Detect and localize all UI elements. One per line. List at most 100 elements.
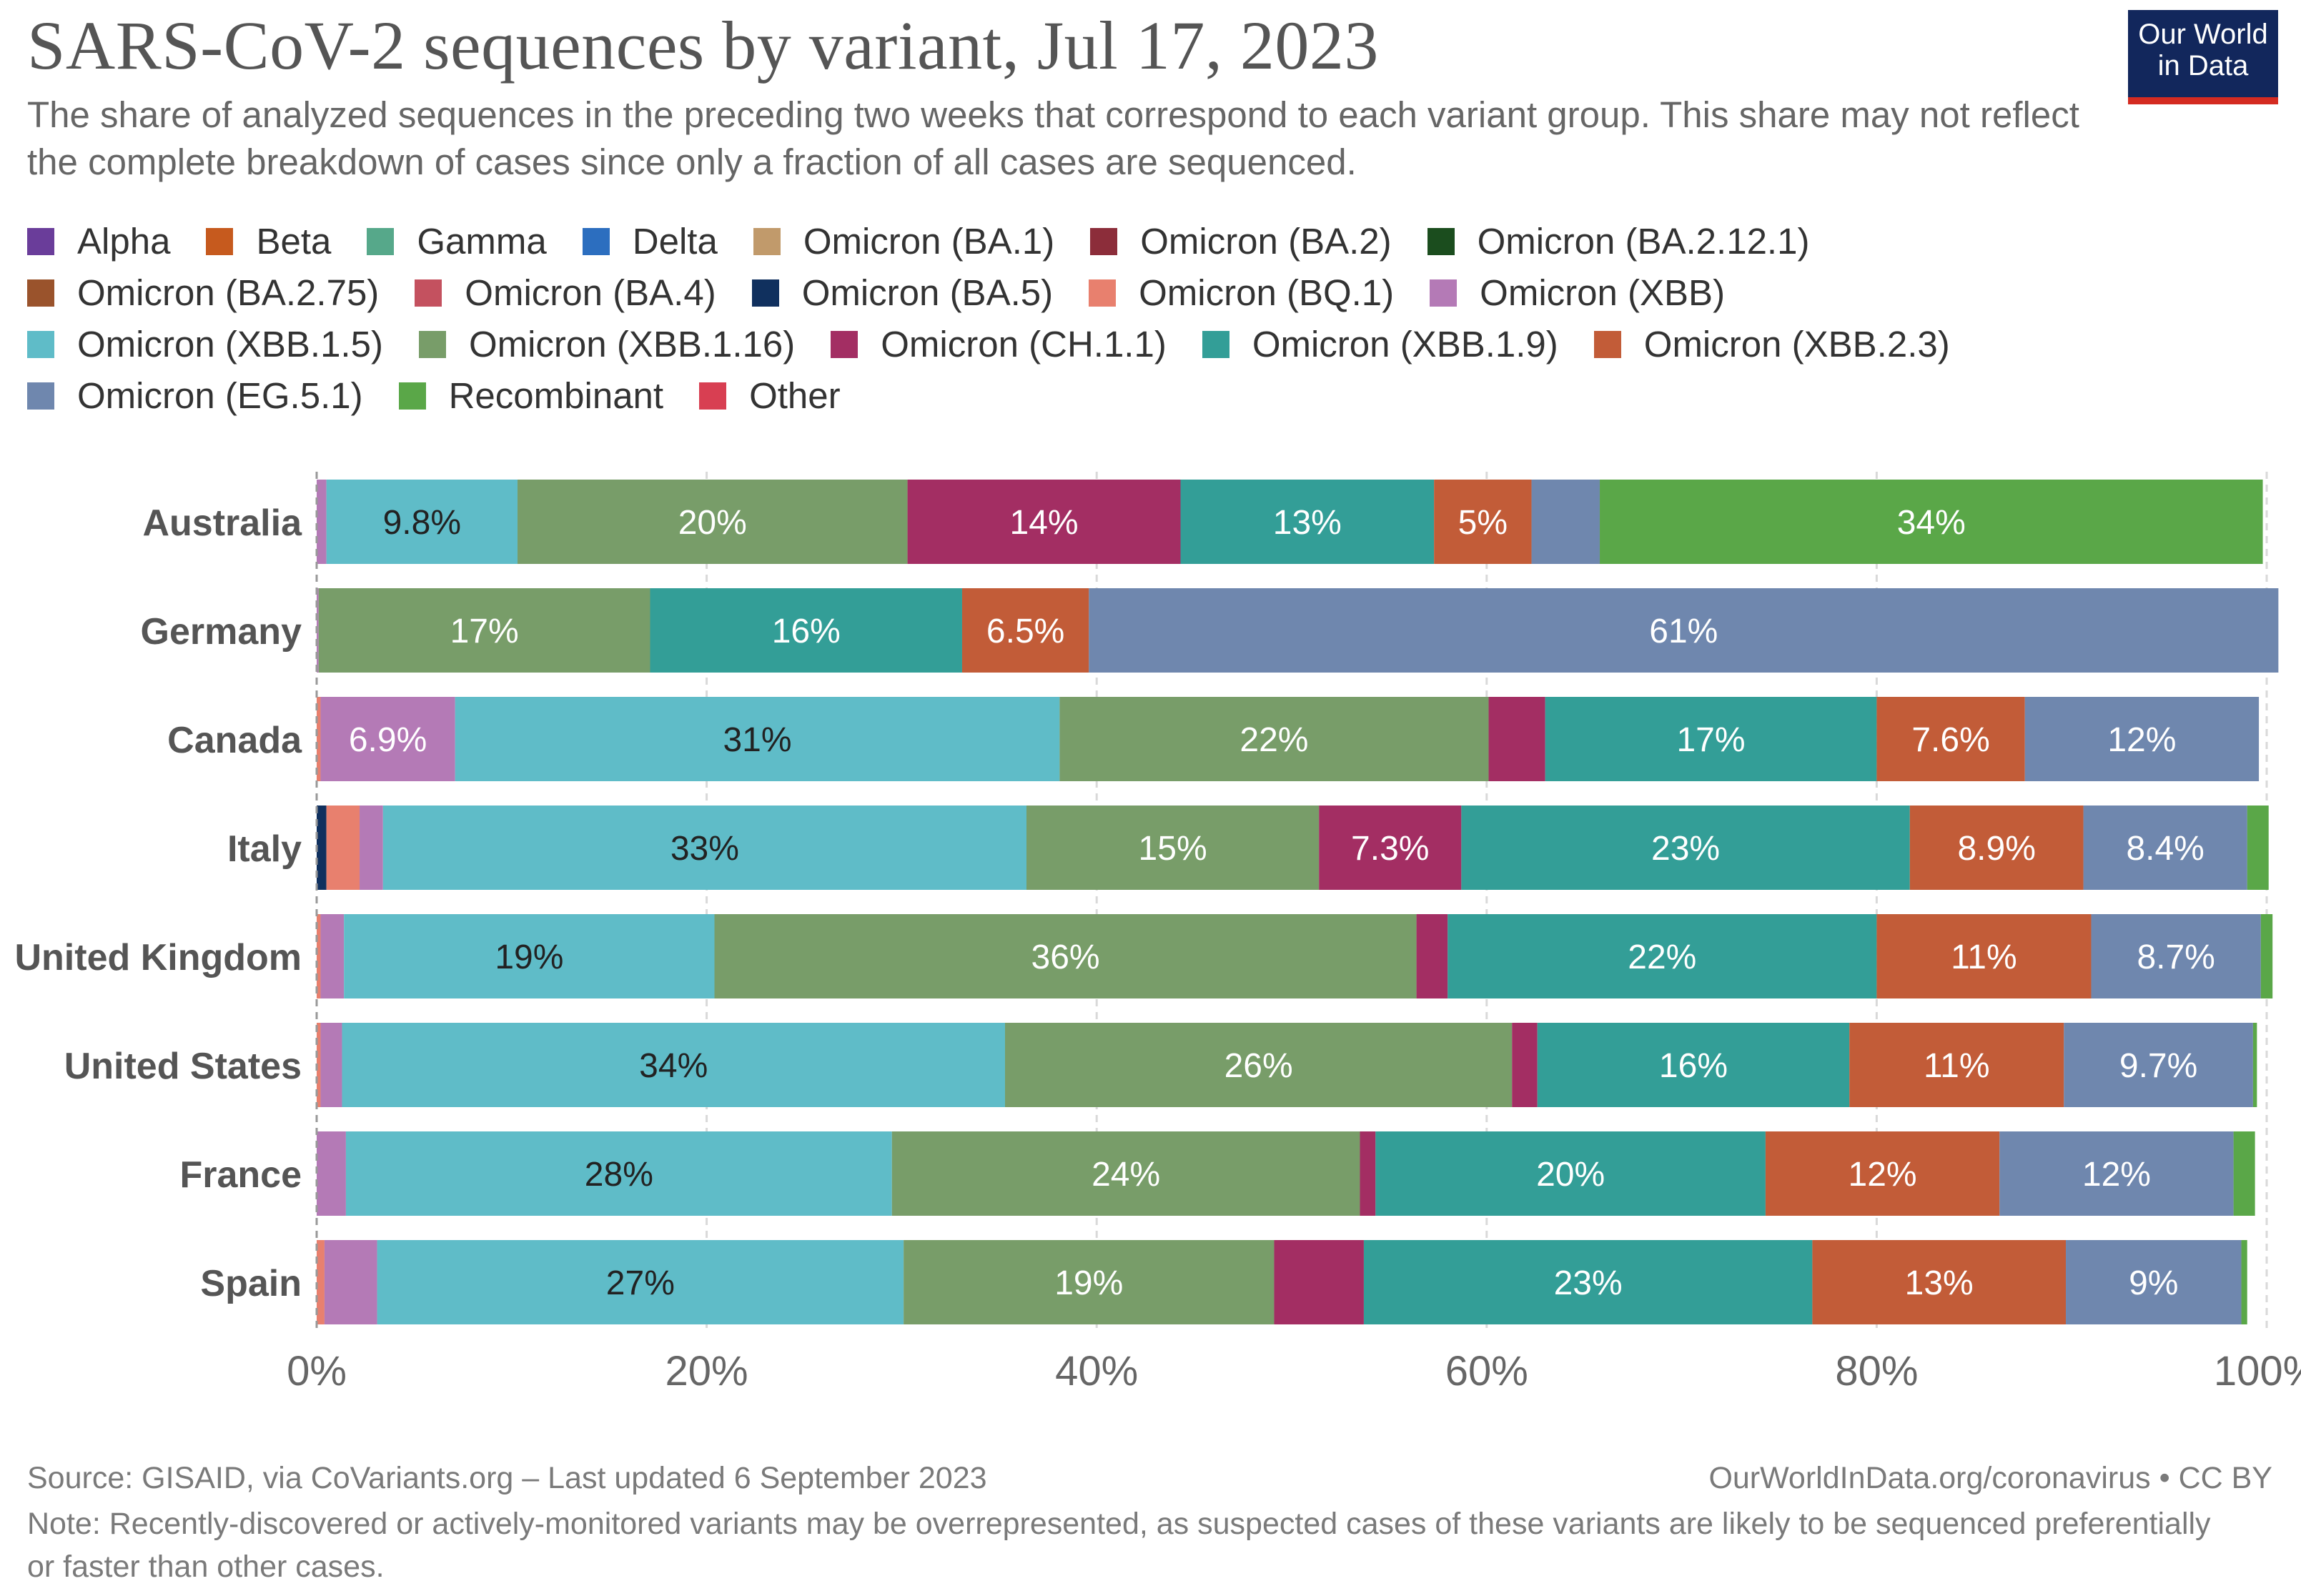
bar-segment <box>2260 914 2273 998</box>
bar-segment <box>317 1240 325 1324</box>
legend-label: Other <box>749 375 841 416</box>
x-tick-label: 0% <box>287 1348 347 1394</box>
legend-item[interactable]: Recombinant <box>398 375 663 417</box>
legend-item[interactable]: Other <box>699 375 841 417</box>
data-label: 26% <box>1224 1047 1293 1085</box>
bar-segment <box>326 480 518 564</box>
legend-item[interactable]: Alpha <box>27 220 170 262</box>
legend-item[interactable]: Omicron (EG.5.1) <box>27 375 363 417</box>
legend-label: Gamma <box>417 221 547 262</box>
category-label: Spain <box>200 1263 302 1304</box>
data-label: 28% <box>585 1156 653 1194</box>
data-label: 12% <box>2107 721 2176 759</box>
bar-segment <box>324 1240 377 1324</box>
chart-subtitle: The share of analyzed sequences in the p… <box>27 94 2079 182</box>
data-label: 17% <box>450 613 519 650</box>
legend-swatch <box>1089 279 1117 307</box>
legend-swatch <box>831 330 858 358</box>
legend-item[interactable]: Omicron (BA.2.12.1) <box>1427 220 1810 262</box>
legend-row: Omicron (XBB.1.5) Omicron (XBB.1.16) Omi… <box>27 323 1986 365</box>
data-label: 31% <box>723 721 791 759</box>
legend-item[interactable]: Omicron (XBB.2.3) <box>1593 323 1950 365</box>
data-label: 24% <box>1092 1156 1160 1194</box>
legend-item[interactable]: Gamma <box>367 220 547 262</box>
bar-segment <box>1363 1240 1813 1324</box>
bar-segment <box>320 914 345 998</box>
legend-swatch <box>415 279 442 307</box>
x-tick-label: 40% <box>1055 1348 1138 1394</box>
bar-segment <box>1319 806 1462 890</box>
category-label: Germany <box>141 611 302 653</box>
legend-item[interactable]: Omicron (BA.2.75) <box>27 272 379 314</box>
data-label: 14% <box>1010 504 1079 542</box>
data-label: 7.6% <box>1911 721 1989 759</box>
legend-item[interactable]: Omicron (BA.1) <box>753 220 1054 262</box>
legend-item[interactable]: Omicron (CH.1.1) <box>831 323 1167 365</box>
bar-segment <box>1274 1240 1364 1324</box>
legend-item[interactable]: Omicron (XBB.1.9) <box>1202 323 1558 365</box>
bar-segment <box>1360 1131 1376 1216</box>
legend-item[interactable]: Omicron (BQ.1) <box>1089 272 1394 314</box>
legend-label: Omicron (XBB) <box>1480 272 1726 313</box>
data-label: 13% <box>1273 504 1342 542</box>
data-label: 11% <box>1951 938 2017 976</box>
legend-row: Omicron (BA.2.75) Omicron (BA.4) Omicron… <box>27 272 1761 314</box>
legend-item[interactable]: Omicron (BA.5) <box>751 272 1054 314</box>
bar-segment <box>377 1240 904 1324</box>
legend-label: Omicron (XBB.2.3) <box>1643 324 1950 365</box>
legend-item[interactable]: Beta <box>206 220 331 262</box>
legend-item[interactable]: Omicron (XBB.1.5) <box>27 323 383 365</box>
legend-swatch <box>751 279 779 307</box>
legend-item[interactable]: Delta <box>582 220 718 262</box>
bar-segment <box>1600 480 2263 564</box>
bar-segment <box>2233 1131 2255 1216</box>
legend-item[interactable]: Omicron (XBB.1.16) <box>418 323 795 365</box>
bar-segment <box>344 914 715 998</box>
bar-segment <box>961 588 1089 673</box>
legend-swatch <box>367 227 395 255</box>
owid-logo[interactable]: Our World in Data <box>2128 10 2278 104</box>
legend-swatch <box>1430 279 1458 307</box>
bar-segment <box>320 697 455 781</box>
bar-segment <box>317 1023 321 1107</box>
legend-label: Omicron (BA.5) <box>801 272 1054 313</box>
data-label: 8.7% <box>2137 938 2215 976</box>
bar-segment <box>382 806 1026 890</box>
bar-segment <box>1416 914 1448 998</box>
data-label: 16% <box>1659 1047 1728 1085</box>
x-tick-label: 20% <box>665 1348 748 1394</box>
legend-swatch <box>699 382 727 410</box>
legend-label: Omicron (BA.4) <box>465 272 716 313</box>
data-label: 16% <box>772 613 841 650</box>
legend-label: Omicron (BA.2.12.1) <box>1477 221 1810 262</box>
data-label: 23% <box>1554 1264 1623 1302</box>
bar-segment <box>1849 1023 2064 1107</box>
legend-item[interactable]: Omicron (BA.4) <box>415 272 716 314</box>
bar-segment <box>650 588 962 673</box>
data-label: 12% <box>1849 1156 1917 1194</box>
data-label: 20% <box>1536 1156 1605 1194</box>
data-label: 6.9% <box>349 721 427 759</box>
bar-segment <box>1461 806 1910 890</box>
bar-segment <box>320 1023 342 1107</box>
legend-label: Omicron (CH.1.1) <box>881 324 1167 365</box>
bar-segment <box>317 914 321 998</box>
legend-swatch <box>1593 330 1621 358</box>
legend-label: Alpha <box>77 221 171 262</box>
data-label: 36% <box>1031 938 1100 976</box>
category-label: France <box>179 1154 302 1196</box>
x-tick-label: 60% <box>1445 1348 1528 1394</box>
bar-segment <box>1375 1131 1766 1216</box>
url-license-link[interactable]: OurWorldInData.org/coronavirus • CC BY <box>1708 1461 2272 1495</box>
legend-swatch <box>27 279 54 307</box>
data-label: 33% <box>670 830 739 868</box>
bar-segment <box>2247 806 2269 890</box>
category-label: United States <box>64 1046 302 1087</box>
category-label: Canada <box>167 720 302 761</box>
x-tick-label: 80% <box>1835 1348 1918 1394</box>
data-label: 15% <box>1139 830 1207 868</box>
legend-item[interactable]: Omicron (BA.2) <box>1090 220 1392 262</box>
legend-item[interactable]: Omicron (XBB) <box>1430 272 1725 314</box>
legend-swatch <box>1090 227 1118 255</box>
data-label: 13% <box>1905 1264 1974 1302</box>
